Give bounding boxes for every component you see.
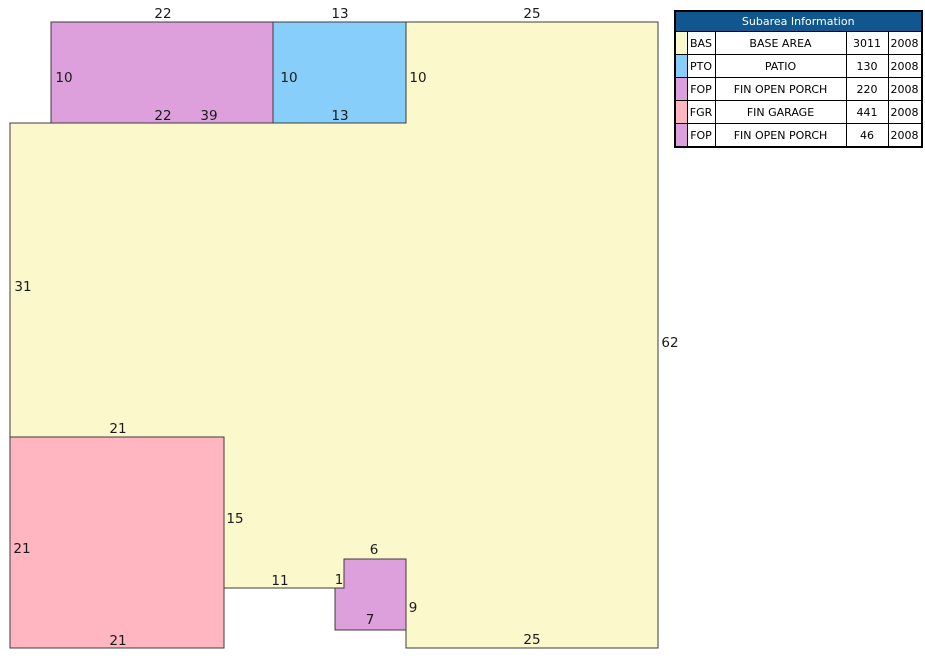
dimension-label: 7	[366, 612, 375, 628]
subarea-table-header-row: Subarea Information	[674, 10, 922, 32]
dimension-label: 22	[154, 6, 171, 22]
color-swatch	[674, 31, 688, 55]
dimension-label: 22	[154, 108, 171, 124]
color-swatch	[674, 77, 688, 101]
cell-code: FGR	[686, 100, 716, 124]
subarea-info-table: Subarea Information BAS BASE AREA 3011 2008…	[674, 10, 923, 148]
cell-desc: FIN OPEN PORCH	[714, 77, 847, 101]
dimension-label: 25	[523, 632, 540, 648]
color-swatch	[674, 54, 688, 78]
subarea-row-fop: FOP FIN OPEN PORCH 220 2008	[674, 77, 922, 101]
dimension-label: 21	[109, 633, 126, 649]
cell-year: 2008	[887, 100, 922, 124]
cell-area: 3011	[845, 31, 889, 55]
cell-code: FOP	[686, 123, 716, 148]
shape-fin-garage	[9, 436, 225, 649]
dimension-label: 1	[335, 572, 344, 588]
dimension-label: 9	[409, 600, 418, 616]
cell-code: PTO	[686, 54, 716, 78]
dimension-label: 62	[661, 335, 678, 351]
cell-code: BAS	[686, 31, 716, 55]
cell-year: 2008	[887, 31, 922, 55]
dimension-label: 10	[280, 70, 297, 86]
shape-fin-open-porch-46	[334, 558, 407, 631]
subarea-row-pto: PTO PATIO 130 2008	[674, 54, 922, 78]
cell-area: 46	[845, 123, 889, 148]
dimension-label: 10	[55, 70, 72, 86]
dimension-label: 11	[271, 573, 288, 589]
subarea-row-fop: FOP FIN OPEN PORCH 46 2008	[674, 123, 922, 148]
dimension-label: 21	[13, 541, 30, 557]
dimension-label: 13	[331, 108, 348, 124]
cell-year: 2008	[887, 123, 922, 148]
subarea-table-title: Subarea Information	[674, 10, 922, 32]
cell-area: 441	[845, 100, 889, 124]
shape-patio	[272, 21, 407, 124]
cell-desc: FIN GARAGE	[714, 100, 847, 124]
dimension-label: 25	[523, 6, 540, 22]
dimension-label: 6	[370, 542, 379, 558]
cell-desc: FIN OPEN PORCH	[714, 123, 847, 148]
cell-year: 2008	[887, 77, 922, 101]
cell-year: 2008	[887, 54, 922, 78]
cell-desc: BASE AREA	[714, 31, 847, 55]
cell-area: 130	[845, 54, 889, 78]
dimension-label: 21	[109, 421, 126, 437]
dimension-label: 39	[200, 108, 217, 124]
dimension-label: 13	[331, 6, 348, 22]
dimension-label: 10	[409, 70, 426, 86]
color-swatch	[674, 123, 688, 148]
dimension-label: 31	[14, 279, 31, 295]
cell-area: 220	[845, 77, 889, 101]
cell-code: FOP	[686, 77, 716, 101]
subarea-row-bas: BAS BASE AREA 3011 2008	[674, 31, 922, 55]
dimension-label: 15	[226, 511, 243, 527]
color-swatch	[674, 100, 688, 124]
subarea-row-fgr: FGR FIN GARAGE 441 2008	[674, 100, 922, 124]
cell-desc: PATIO	[714, 54, 847, 78]
subarea-table-body: BAS BASE AREA 3011 2008 PTO PATIO 130 2008 FOP FI…	[674, 31, 922, 148]
